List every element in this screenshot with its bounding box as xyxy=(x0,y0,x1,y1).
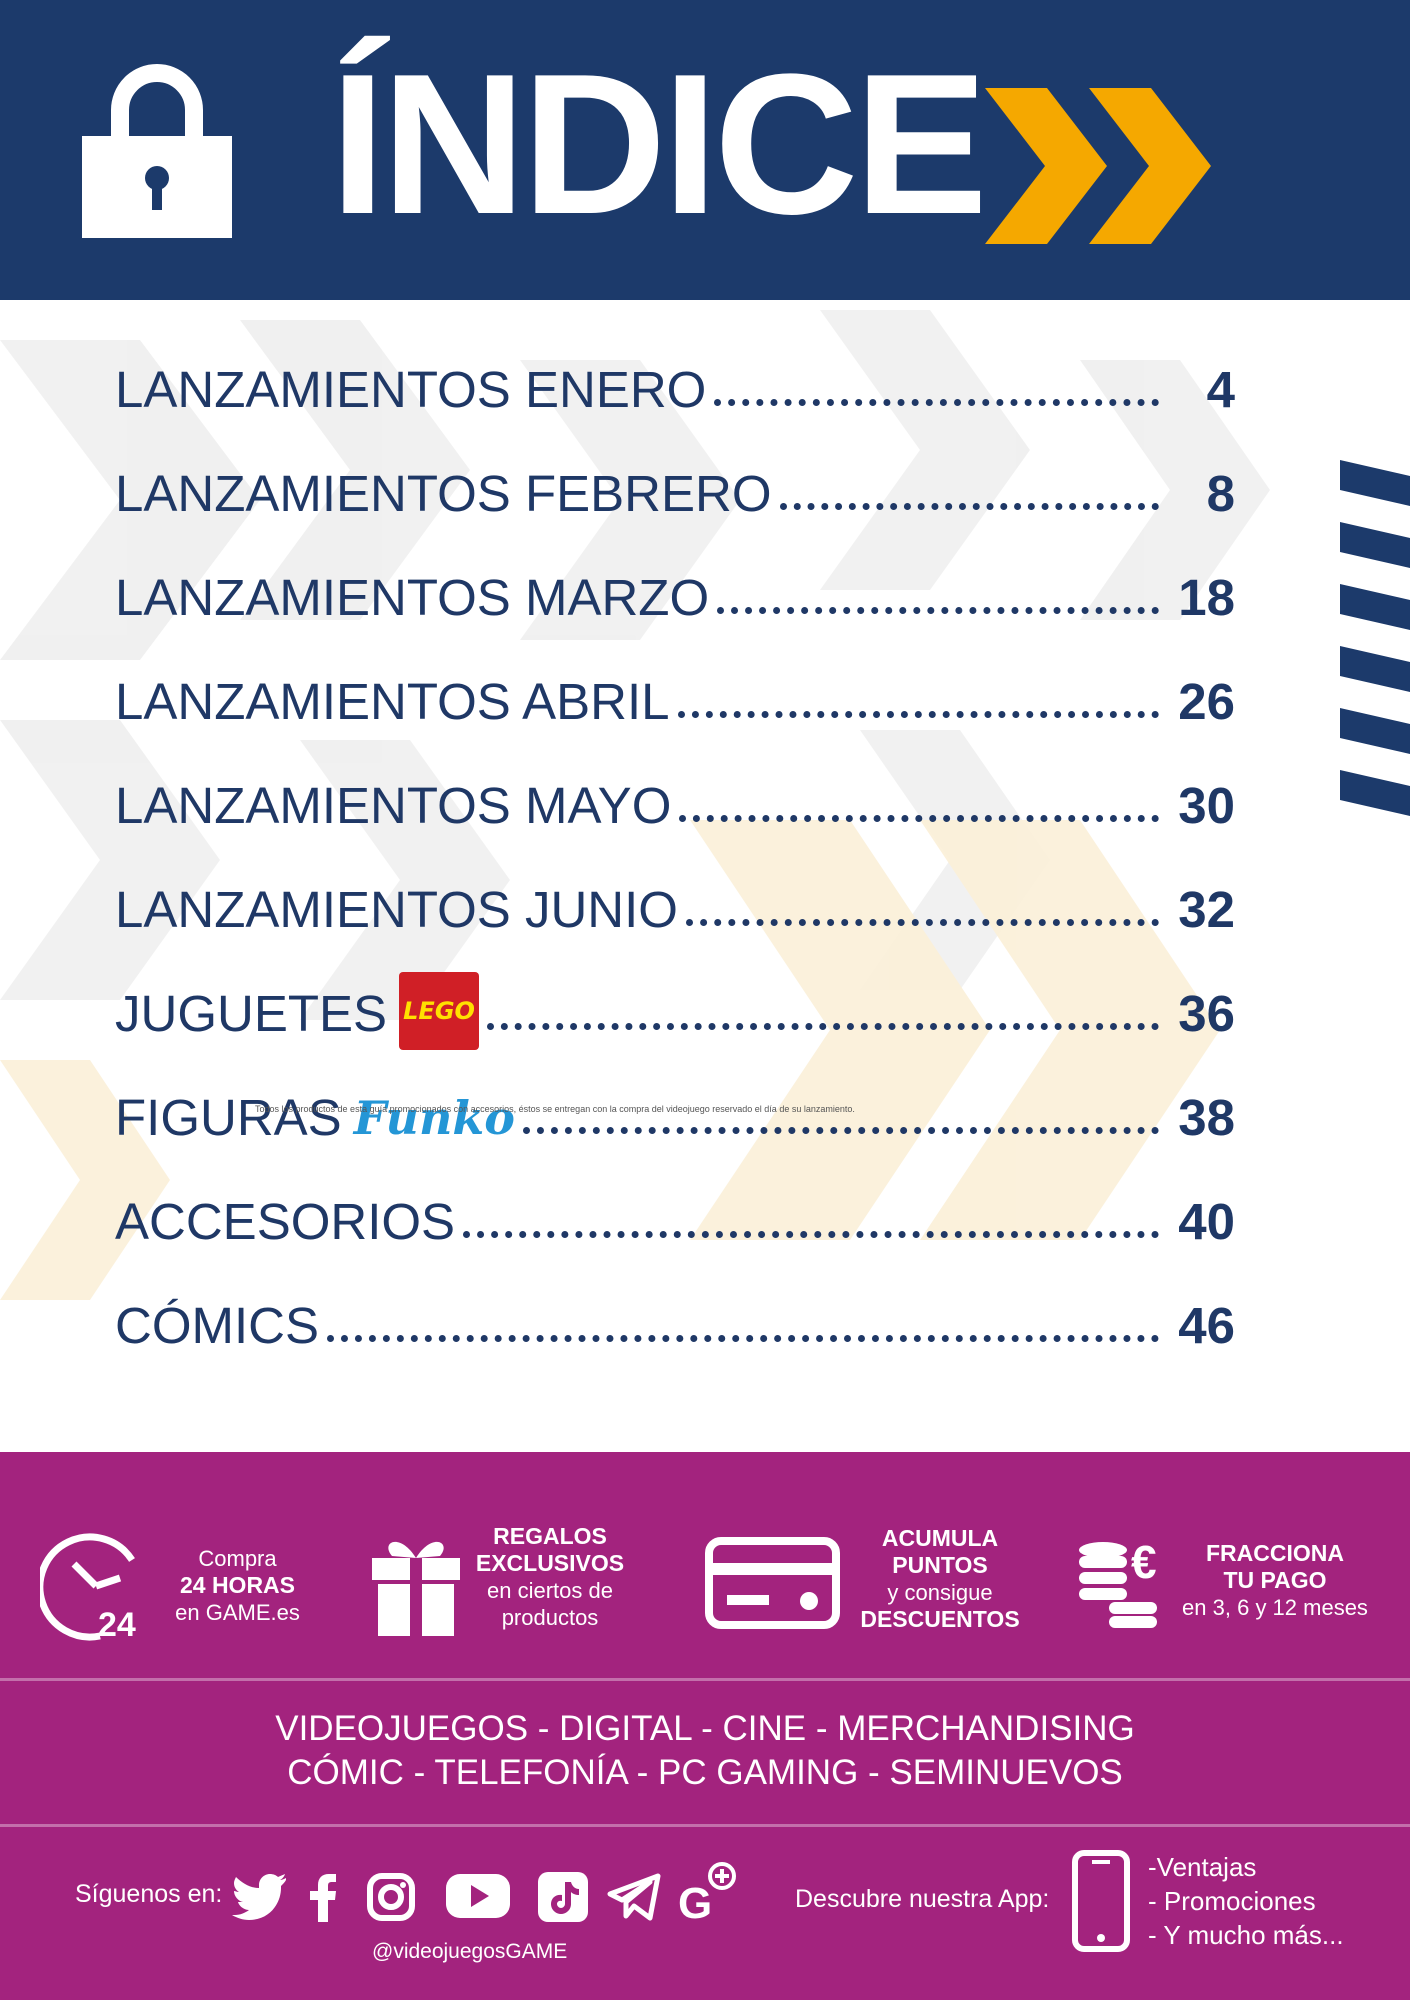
feature-line: Compra xyxy=(198,1546,277,1571)
app-benefits-list: -Ventajas - Promociones - Y mucho más... xyxy=(1148,1850,1344,1952)
dot-leader xyxy=(779,503,1159,510)
toc-label: LANZAMIENTOS FEBRERO xyxy=(115,465,772,522)
feature-line: en ciertos de xyxy=(487,1578,613,1603)
game-plus-icon[interactable]: G xyxy=(678,1862,736,1922)
dot-leader xyxy=(677,711,1159,718)
feature-line: productos xyxy=(501,1605,599,1630)
telegram-icon[interactable] xyxy=(606,1872,662,1922)
facebook-icon[interactable] xyxy=(308,1872,338,1922)
categories-line-1: VIDEOJUEGOS - DIGITAL - CINE - MERCHANDI… xyxy=(275,1709,1135,1748)
toc-page-number: 30 xyxy=(1178,777,1235,834)
toc-row-accesorios[interactable]: ACCESORIOS 40 xyxy=(115,1172,1235,1252)
toc-page-number: 32 xyxy=(1178,881,1235,938)
lego-logo: LEGO xyxy=(399,972,480,1050)
toc-page-number: 26 xyxy=(1178,673,1235,730)
dot-leader xyxy=(463,1231,1159,1238)
toc-row-junio[interactable]: LANZAMIENTOS JUNIO 32 xyxy=(115,860,1235,940)
double-chevron-right-icon xyxy=(985,88,1211,244)
feature-payment: FRACCIONA TU PAGO en 3, 6 y 12 meses xyxy=(1175,1540,1375,1621)
toc-row-juguetes[interactable]: JUGUETES LEGO 36 xyxy=(115,964,1235,1050)
toc-label: LANZAMIENTOS MARZO xyxy=(115,569,710,626)
feature-line: ACUMULA xyxy=(881,1525,999,1551)
fineprint-note: Todos los productos de esta guía promoci… xyxy=(255,1104,855,1114)
feature-line: PUNTOS xyxy=(892,1552,988,1578)
clock-24-icon: 24 xyxy=(40,1533,136,1642)
dot-leader xyxy=(685,919,1159,926)
toc-page-number: 4 xyxy=(1206,361,1235,418)
toc-page-number: 36 xyxy=(1178,985,1235,1042)
feature-line: DESCUENTOS xyxy=(860,1606,1020,1632)
feature-line: EXCLUSIVOS xyxy=(475,1550,625,1576)
decorative-stripes xyxy=(1340,460,1410,816)
lego-logo-text: LEGO xyxy=(403,997,475,1025)
feature-gifts: REGALOS EXCLUSIVOS en ciertos de product… xyxy=(470,1523,630,1631)
feature-line: REGALOS xyxy=(493,1523,607,1549)
feature-24h: Compra 24 HORAS en GAME.es xyxy=(165,1545,310,1626)
dot-leader xyxy=(717,607,1159,614)
social-label: Síguenos en: xyxy=(75,1880,223,1908)
app-benefit: - Promociones xyxy=(1148,1886,1316,1916)
card-icon xyxy=(705,1537,840,1629)
feature-line: en 3, 6 y 12 meses xyxy=(1182,1595,1368,1620)
footer-divider xyxy=(0,1824,1410,1827)
toc-page-number: 40 xyxy=(1178,1193,1235,1250)
toc-label: JUGUETES xyxy=(115,985,388,1042)
smartphone-icon[interactable] xyxy=(1072,1850,1130,1952)
feature-line: FRACCIONA xyxy=(1206,1540,1344,1566)
footer-divider xyxy=(0,1678,1410,1681)
svg-text:G: G xyxy=(678,1879,712,1922)
toc-row-abril[interactable]: LANZAMIENTOS ABRIL 26 xyxy=(115,652,1235,732)
dot-leader xyxy=(679,815,1159,822)
twitter-icon[interactable] xyxy=(232,1872,288,1922)
dot-leader xyxy=(714,399,1159,406)
dot-leader xyxy=(487,1023,1159,1030)
toc-row-mayo[interactable]: LANZAMIENTOS MAYO 30 xyxy=(115,756,1235,836)
header-banner: ÍNDICE xyxy=(0,0,1410,300)
lock-icon xyxy=(82,64,232,238)
feature-line: y consigue xyxy=(887,1580,993,1605)
index-section: LANZAMIENTOS ENERO 4 LANZAMIENTOS FEBRER… xyxy=(0,300,1410,1452)
instagram-icon[interactable] xyxy=(366,1872,416,1922)
toc-label: CÓMICS xyxy=(115,1297,319,1354)
categories-line-2: CÓMIC - TELEFONÍA - PC GAMING - SEMINUEV… xyxy=(287,1753,1123,1792)
youtube-icon[interactable] xyxy=(446,1872,510,1920)
toc-row-marzo[interactable]: LANZAMIENTOS MARZO 18 xyxy=(115,548,1235,628)
svg-text:24: 24 xyxy=(98,1606,136,1642)
toc-label: LANZAMIENTOS ABRIL xyxy=(115,673,670,730)
toc-page-number: 46 xyxy=(1178,1297,1235,1354)
coins-euro-icon: € xyxy=(1079,1536,1157,1628)
funko-logo: Funko xyxy=(353,1091,515,1145)
svg-text:€: € xyxy=(1131,1536,1157,1588)
dot-leader xyxy=(522,1127,1159,1134)
toc-label: LANZAMIENTOS ENERO xyxy=(115,361,707,418)
toc-page-number: 38 xyxy=(1178,1089,1235,1146)
feature-line: TU PAGO xyxy=(1223,1567,1327,1593)
toc-label: LANZAMIENTOS MAYO xyxy=(115,777,672,834)
feature-line: en GAME.es xyxy=(175,1600,300,1625)
toc-row-enero[interactable]: LANZAMIENTOS ENERO 4 xyxy=(115,340,1235,420)
footer-banner xyxy=(0,1452,1410,2000)
toc-page-number: 8 xyxy=(1206,465,1235,522)
social-handle: @videojuegosGAME xyxy=(372,1940,568,1963)
feature-line: 24 HORAS xyxy=(179,1572,296,1598)
gift-icon xyxy=(372,1541,460,1636)
toc-label: ACCESORIOS xyxy=(115,1193,456,1250)
toc-row-figuras[interactable]: FIGURAS Funko 38 xyxy=(115,1068,1235,1148)
feature-points: ACUMULA PUNTOS y consigue DESCUENTOS xyxy=(850,1525,1030,1633)
toc-page-number: 18 xyxy=(1178,569,1235,626)
dot-leader xyxy=(327,1335,1159,1342)
app-benefit: -Ventajas xyxy=(1148,1852,1257,1882)
toc-label: LANZAMIENTOS JUNIO xyxy=(115,881,678,938)
app-benefit: - Y mucho más... xyxy=(1148,1920,1344,1950)
page-title: ÍNDICE xyxy=(330,33,988,256)
toc-row-comics[interactable]: CÓMICS 46 xyxy=(115,1276,1235,1356)
app-label: Descubre nuestra App: xyxy=(795,1885,1050,1913)
toc-row-febrero[interactable]: LANZAMIENTOS FEBRERO 8 xyxy=(115,444,1235,524)
tiktok-icon[interactable] xyxy=(538,1872,588,1922)
toc-label: FIGURAS xyxy=(115,1089,342,1146)
